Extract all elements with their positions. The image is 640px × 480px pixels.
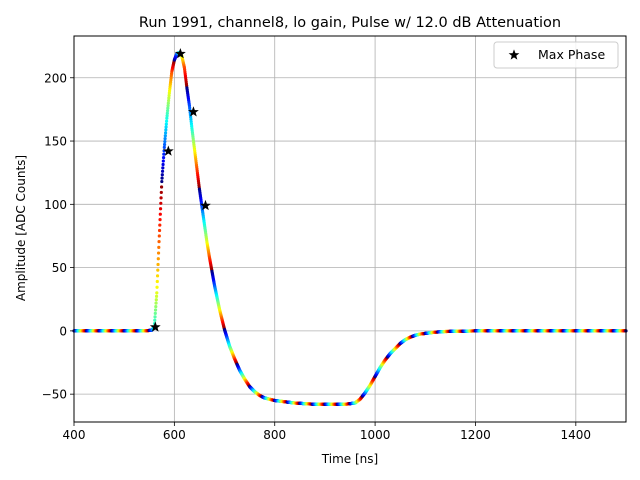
- waveform-point: [166, 98, 171, 103]
- waveform-point: [153, 311, 157, 316]
- waveform-point: [155, 291, 159, 295]
- waveform-series: [72, 50, 628, 406]
- waveform-point: [165, 114, 169, 118]
- waveform-point: [161, 166, 165, 170]
- x-tick-label: 600: [163, 428, 186, 442]
- waveform-point: [157, 240, 161, 244]
- y-tick-label: 0: [59, 324, 67, 338]
- waveform-point: [163, 134, 167, 138]
- waveform-point: [155, 279, 159, 284]
- waveform-point: [154, 294, 159, 298]
- waveform-point: [167, 93, 171, 98]
- waveform-point: [156, 251, 161, 255]
- waveform-point: [161, 159, 165, 163]
- legend-star-marker: [508, 49, 520, 60]
- x-tick-label: 1400: [561, 428, 592, 442]
- y-tick-label: 50: [52, 261, 67, 275]
- waveform-point: [154, 298, 158, 302]
- waveform-point: [164, 128, 168, 132]
- x-tick-label: 400: [63, 428, 86, 442]
- x-tick-label: 1200: [460, 428, 491, 442]
- y-axis-label: Amplitude [ADC Counts]: [14, 155, 28, 301]
- waveform-point: [164, 119, 169, 123]
- waveform-point: [160, 179, 164, 184]
- waveform-point: [165, 109, 170, 113]
- waveform-point: [156, 268, 160, 272]
- waveform-point: [158, 218, 162, 222]
- axis-ticks: 400 600 800 1000 1200 1400 −50 0 50 100 150 200: [42, 71, 591, 442]
- waveform-point: [155, 274, 160, 278]
- waveform-point: [160, 169, 165, 173]
- waveform-point: [159, 201, 163, 205]
- waveform-point: [164, 122, 168, 126]
- legend: Max Phase: [493, 41, 619, 69]
- y-tick-label: 200: [44, 71, 67, 85]
- max-phase-series: [149, 48, 211, 332]
- x-tick-label: 800: [263, 428, 286, 442]
- waveform-point: [157, 228, 162, 233]
- x-tick-label: 1000: [360, 428, 391, 442]
- waveform-point: [162, 142, 167, 147]
- waveform-point: [163, 139, 167, 144]
- max-phase-star: [200, 199, 211, 211]
- waveform-point: [163, 137, 167, 141]
- waveform-point: [167, 96, 171, 100]
- legend-box: [493, 41, 619, 69]
- x-axis-label: Time [ns]: [321, 452, 378, 466]
- max-phase-star: [149, 321, 161, 332]
- max-phase-star: [174, 48, 186, 59]
- waveform-point: [156, 262, 160, 267]
- legend-label: Max Phase: [538, 47, 605, 62]
- waveform-point: [166, 106, 170, 110]
- y-tick-label: 100: [44, 198, 67, 212]
- plot-frame: [73, 35, 627, 423]
- waveform-point: [155, 285, 159, 289]
- waveform-point: [157, 245, 161, 249]
- waveform-point: [165, 111, 169, 115]
- waveform-point: [153, 315, 157, 319]
- max-phase-star: [162, 145, 174, 156]
- waveform-point: [158, 212, 162, 216]
- y-tick-label: −50: [42, 388, 67, 402]
- waveform-point: [154, 304, 158, 309]
- waveform-point: [162, 152, 166, 156]
- chart-title: Run 1991, channel8, lo gain, Pulse w/ 12…: [139, 15, 561, 31]
- waveform-point: [164, 125, 168, 129]
- waveform-point: [156, 257, 160, 261]
- waveform-point: [154, 301, 158, 305]
- waveform-point: [160, 173, 164, 177]
- waveform-point: [157, 234, 161, 238]
- waveform-point: [159, 190, 163, 195]
- waveform-point: [166, 101, 170, 105]
- max-phase-star: [188, 106, 199, 117]
- waveform-point: [162, 145, 166, 149]
- waveform-point: [153, 318, 157, 322]
- waveform-point: [159, 196, 163, 200]
- waveform-point: [161, 162, 165, 167]
- y-tick-label: 150: [44, 135, 67, 149]
- waveform-point: [153, 308, 158, 312]
- waveform-point: [159, 185, 164, 189]
- waveform-point: [158, 207, 163, 211]
- waveform-point: [161, 156, 166, 160]
- waveform-point: [160, 176, 164, 180]
- waveform-point: [163, 131, 168, 135]
- waveform-point: [166, 104, 170, 108]
- waveform-point: [165, 116, 169, 120]
- waveform-point: [158, 223, 162, 227]
